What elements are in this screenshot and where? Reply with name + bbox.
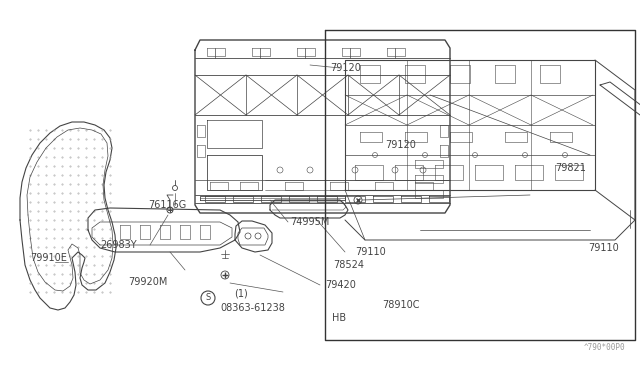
Text: 78910C: 78910C (382, 300, 419, 310)
Text: 79120: 79120 (330, 63, 361, 73)
Text: (1): (1) (234, 289, 248, 299)
Text: 79910E: 79910E (30, 253, 67, 263)
Text: 79920M: 79920M (128, 277, 168, 287)
Text: ^790*00P0: ^790*00P0 (584, 343, 625, 352)
Text: HB: HB (332, 313, 346, 323)
Text: 79120: 79120 (385, 140, 416, 150)
Text: 79420: 79420 (325, 280, 356, 290)
Text: 78524: 78524 (333, 260, 364, 270)
Text: 79821: 79821 (555, 163, 586, 173)
Text: 79110: 79110 (588, 243, 619, 253)
Text: 76116G: 76116G (148, 200, 186, 210)
Text: 74995M: 74995M (290, 217, 330, 227)
Text: 26983Y: 26983Y (100, 240, 136, 250)
Text: 08363-61238: 08363-61238 (220, 303, 285, 313)
Text: 79110: 79110 (355, 247, 386, 257)
Text: S: S (205, 294, 211, 302)
